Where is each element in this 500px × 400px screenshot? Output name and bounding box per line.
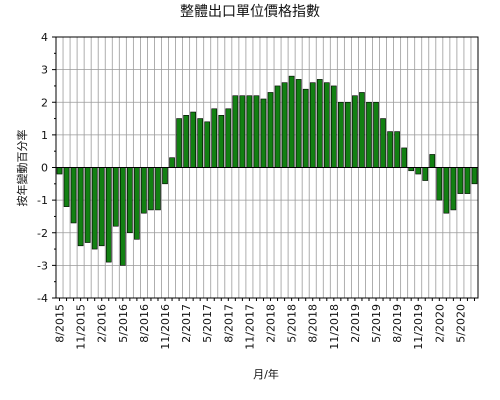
x-tick-label: 11/2019 <box>412 304 425 350</box>
bar <box>323 82 330 168</box>
x-tick-label: 5/2018 <box>286 304 299 343</box>
bar <box>84 167 91 243</box>
bar <box>443 167 450 214</box>
bar <box>457 167 464 194</box>
bar <box>204 121 211 168</box>
bar <box>394 131 400 168</box>
y-tick-label: -3 <box>37 259 48 272</box>
bar <box>77 167 84 247</box>
bar <box>415 167 422 175</box>
bar <box>148 167 154 211</box>
bar <box>429 154 436 168</box>
y-tick-label: 2 <box>41 96 48 109</box>
y-tick-label: 3 <box>41 64 48 77</box>
bar <box>401 147 407 168</box>
bar <box>330 85 337 168</box>
bar <box>70 167 77 224</box>
bar <box>359 92 365 168</box>
x-tick-label: 2/2019 <box>349 304 362 343</box>
bar <box>197 118 204 168</box>
bar <box>232 95 239 168</box>
bar <box>464 167 471 194</box>
bar <box>127 167 133 234</box>
x-tick-label: 8/2016 <box>138 304 151 343</box>
bar <box>309 82 316 168</box>
bar <box>169 157 175 168</box>
x-tick-label: 2/2020 <box>433 304 446 343</box>
bar <box>190 111 196 168</box>
bar <box>274 85 281 168</box>
x-tick-label: 11/2016 <box>159 304 172 350</box>
x-tick-label: 5/2017 <box>201 304 214 343</box>
x-tick-label: 8/2017 <box>222 304 235 343</box>
bar <box>436 167 443 201</box>
bar <box>295 79 302 168</box>
bar <box>316 79 323 168</box>
bar <box>345 101 351 168</box>
bar <box>352 95 358 168</box>
y-tick-label: 4 <box>41 31 48 44</box>
chart-title: 整體出口單位價格指數 <box>180 3 320 20</box>
bar <box>105 167 112 263</box>
bar <box>112 167 119 227</box>
bar <box>119 167 126 266</box>
x-tick-label: 11/2015 <box>75 304 88 350</box>
bar <box>288 75 295 168</box>
x-axis-label: 月/年 <box>253 367 279 381</box>
y-tick-label: 1 <box>41 129 48 142</box>
bar <box>260 98 267 168</box>
bar <box>422 167 429 181</box>
bar <box>176 118 182 168</box>
x-tick-label: 2/2016 <box>96 304 109 343</box>
bar <box>246 95 253 168</box>
y-axis-label: 按年變動百分率 <box>15 130 29 207</box>
bar <box>162 167 168 185</box>
bar <box>373 101 379 168</box>
bar <box>281 82 288 168</box>
x-tick-label: 2/2018 <box>265 304 278 343</box>
bar <box>253 95 260 168</box>
bar <box>56 167 63 175</box>
x-tick-label: 11/2017 <box>243 304 256 350</box>
x-tick-label: 8/2015 <box>54 304 67 343</box>
bar <box>218 115 225 168</box>
bar <box>98 167 105 247</box>
y-tick-label: -1 <box>37 194 48 207</box>
bar <box>183 115 189 168</box>
x-axis: 8/2015 11/2015 2/2016 5/2016 8/2016 11/2016 2/… <box>54 298 475 350</box>
x-tick-label: 8/2018 <box>307 304 320 343</box>
bar <box>155 167 161 211</box>
y-tick-label: -4 <box>37 292 48 305</box>
bar <box>63 167 70 207</box>
bar <box>225 108 232 168</box>
bar <box>211 108 218 168</box>
bar <box>134 167 140 240</box>
bar <box>91 167 98 250</box>
y-tick-label: -2 <box>37 227 48 240</box>
x-tick-label: 11/2018 <box>328 304 341 350</box>
bar <box>380 118 386 168</box>
x-tick-label: 5/2016 <box>117 304 130 343</box>
y-tick-label: 0 <box>41 162 48 175</box>
bar <box>450 167 457 211</box>
bar <box>387 131 393 168</box>
y-axis: 4 3 2 1 0 -1 -2 -3 -4 <box>37 31 56 305</box>
bar <box>471 167 478 185</box>
x-tick-label: 5/2019 <box>370 304 383 343</box>
bar <box>141 167 147 214</box>
bar <box>239 95 246 168</box>
x-tick-label: 5/2020 <box>454 304 467 343</box>
x-tick-label: 2/2017 <box>180 304 193 343</box>
bar <box>302 88 309 168</box>
x-tick-label: 8/2019 <box>391 304 404 343</box>
bar <box>366 101 372 168</box>
bar <box>338 101 344 168</box>
bar <box>267 92 274 168</box>
